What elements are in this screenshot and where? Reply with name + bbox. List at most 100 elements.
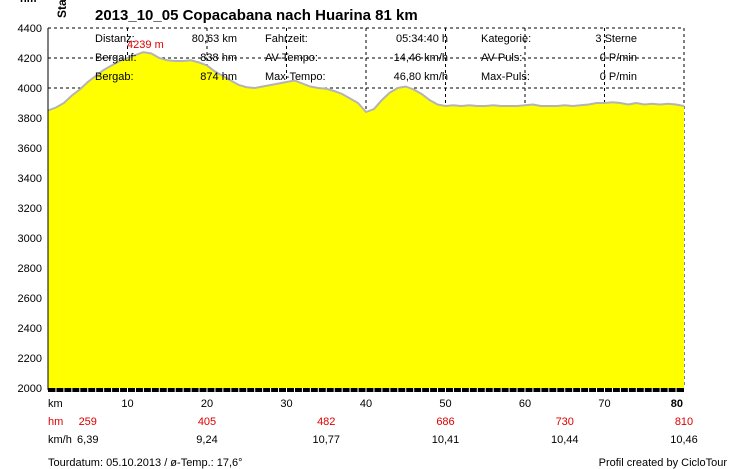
axis-tick-gap: [301, 388, 303, 392]
y-tick-label: 3800: [18, 113, 42, 125]
stat-cell: Kategorie:: [481, 33, 531, 45]
y-axis-unit-label: hm: [20, 0, 37, 5]
axis-tick-gap: [254, 388, 256, 392]
axis-tick-gap: [492, 388, 494, 392]
x-tick-labels: 10 20 30 40 50 60 70 80: [121, 398, 683, 410]
axis-tick-gap: [596, 388, 598, 392]
y-tick-label: 2800: [18, 263, 42, 275]
stat-cell: 838 hm: [200, 52, 237, 64]
x-tick-label: 70: [598, 398, 610, 410]
axis-tick-gap: [142, 388, 144, 392]
stat-cell: 80,63 km: [192, 33, 237, 45]
stat-cell: Bergauf:: [95, 52, 137, 64]
axis-tick-gap: [111, 388, 113, 392]
axis-tick-gap: [246, 388, 248, 392]
axis-tick-gap: [413, 388, 415, 392]
stat-cell: Max-Tempo:: [265, 71, 326, 83]
axis-tick-gap: [484, 388, 486, 392]
axis-tick-gap: [79, 388, 81, 392]
y-tick-label: 4000: [18, 83, 42, 95]
elevation-line: [47, 51, 685, 114]
axis-tick-gap: [293, 388, 295, 392]
kmh-value: 6,39: [77, 434, 98, 446]
axis-tick-gap: [516, 388, 518, 392]
axis-tick-gap: [437, 388, 439, 392]
axis-tick-gap: [63, 388, 65, 392]
chart-title: 2013_10_05 Copacabana nach Huarina 81 km: [95, 7, 418, 24]
x-tick-label: 20: [201, 398, 213, 410]
axis-tick-gap: [357, 388, 359, 392]
y-tick-label: 3200: [18, 203, 42, 215]
axis-tick-gap: [381, 388, 383, 392]
axis-tick-gap: [174, 388, 176, 392]
axis-tick-gap: [349, 388, 351, 392]
stat-cell: 46,80 km/h: [394, 71, 448, 83]
axis-tick-gap: [238, 388, 240, 392]
axis-tick-gap: [119, 388, 121, 392]
axis-tick-gap: [87, 388, 89, 392]
stat-cell: Max-Puls:: [481, 71, 530, 83]
axis-tick-gap: [588, 388, 590, 392]
x-tick-label: 10: [121, 398, 133, 410]
axis-tick-gap: [222, 388, 224, 392]
axis-tick-gap: [619, 388, 621, 392]
kmh-row: 6,39 9,24 10,77 10,41 10,44 10,46: [77, 434, 698, 446]
axis-tick-gap: [524, 388, 526, 392]
stat-cell: Fahrzeit:: [265, 33, 308, 45]
x-tick-label: 40: [360, 398, 372, 410]
axis-tick-gap: [659, 388, 661, 392]
axis-tick-gap: [564, 388, 566, 392]
peak-label: 4239 m: [127, 39, 164, 51]
axis-tick-gap: [71, 388, 73, 392]
axis-tick-gap: [341, 388, 343, 392]
axis-tick-gap: [397, 388, 399, 392]
axis-tick-gap: [405, 388, 407, 392]
axis-tick-gap: [508, 388, 510, 392]
axis-tick-gap: [317, 388, 319, 392]
footer-tour-info: Tourdatum: 05.10.2013 / ø-Temp.: 17,6°: [48, 457, 243, 469]
axis-tick-gap: [198, 388, 200, 392]
kmh-value: 10,44: [551, 434, 579, 446]
axis-tick-gap: [95, 388, 97, 392]
hm-value: 405: [198, 416, 216, 428]
axis-tick-gap: [476, 388, 478, 392]
x-tick-label: 80: [671, 398, 683, 410]
stat-cell: Distanz:: [95, 33, 135, 45]
axis-tick-gap: [325, 388, 327, 392]
axis-tick-gap: [262, 388, 264, 392]
axis-tick-gap: [286, 388, 287, 392]
hm-row-label: hm: [48, 416, 63, 428]
y-tick-label: 3600: [18, 143, 42, 155]
kmh-row-label: km/h: [48, 434, 72, 446]
stat-cell: 05:34:40 h: [396, 33, 448, 45]
axis-tick-gap: [611, 388, 613, 392]
kmh-value: 10,77: [312, 434, 340, 446]
y-axis-rotated-label: Sta: [55, 0, 69, 18]
y-tick-label: 2000: [18, 383, 42, 395]
axis-tick-gap: [667, 388, 669, 392]
axis-tick-gap: [309, 388, 311, 392]
axis-tick-gap: [651, 388, 653, 392]
axis-tick-gap: [445, 388, 446, 392]
y-tick-label: 2600: [18, 293, 42, 305]
hm-value: 810: [675, 416, 693, 428]
axis-tick-gap: [166, 388, 168, 392]
stat-cell: Bergab:: [95, 71, 134, 83]
axis-tick-gap: [389, 388, 391, 392]
axis-tick-gap: [190, 388, 192, 392]
axis-tick-gap: [452, 388, 454, 392]
stat-cell: AV-Tempo:: [265, 52, 318, 64]
stat-cell: AV-Puls:: [481, 52, 522, 64]
y-tick-label: 4400: [18, 23, 42, 35]
axis-tick-gap: [627, 388, 629, 392]
axis-tick-gap: [230, 388, 232, 392]
axis-tick-gap: [500, 388, 502, 392]
y-tick-label: 2400: [18, 323, 42, 335]
hm-row: 259 405 482 686 730 810: [79, 416, 694, 428]
axis-tick-gap: [572, 388, 574, 392]
axis-tick-gap: [460, 388, 462, 392]
hm-value: 686: [436, 416, 454, 428]
axis-tick-gap: [604, 388, 605, 392]
hm-value: 482: [317, 416, 335, 428]
axis-tick-gap: [675, 388, 677, 392]
